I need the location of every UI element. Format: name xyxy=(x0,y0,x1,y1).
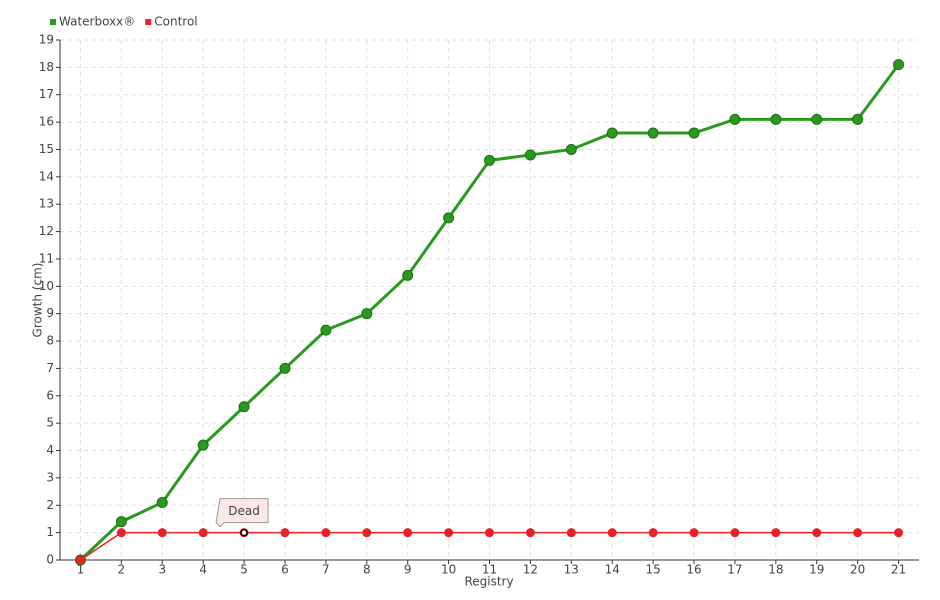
point xyxy=(485,528,494,538)
x-tick-label: 21 xyxy=(891,563,906,577)
point xyxy=(853,528,863,538)
y-tick-label: 16 xyxy=(39,115,54,129)
x-tick-label: 20 xyxy=(850,563,865,577)
point xyxy=(689,528,699,538)
x-tick-label: 4 xyxy=(199,563,207,577)
y-tick-label: 6 xyxy=(46,388,54,402)
annotation-text: Dead xyxy=(228,504,260,518)
point xyxy=(770,113,782,125)
point xyxy=(606,127,618,139)
legend-label[interactable]: Control xyxy=(154,15,197,29)
point xyxy=(444,528,454,538)
y-tick-label: 10 xyxy=(39,279,54,293)
x-tick-label: 6 xyxy=(281,563,289,577)
x-tick-label: 8 xyxy=(363,563,371,577)
y-tick-label: 15 xyxy=(39,142,54,156)
y-tick-label: 9 xyxy=(46,306,54,320)
x-tick-label: 11 xyxy=(482,563,497,577)
point xyxy=(156,497,168,509)
point xyxy=(729,113,741,125)
point xyxy=(893,59,905,71)
x-axis-label: Registry xyxy=(464,575,513,589)
point xyxy=(484,154,495,166)
point xyxy=(443,212,455,224)
y-tick-label: 1 xyxy=(46,525,54,539)
point xyxy=(157,528,167,538)
legend-swatch xyxy=(50,19,56,25)
x-tick-label: 12 xyxy=(523,563,538,577)
x-tick-label: 7 xyxy=(322,563,330,577)
point xyxy=(75,555,85,565)
x-tick-label: 3 xyxy=(158,563,166,577)
point xyxy=(403,528,413,538)
point xyxy=(198,528,208,538)
point xyxy=(852,113,864,125)
y-tick-label: 14 xyxy=(39,169,54,183)
y-tick-label: 19 xyxy=(39,33,54,47)
x-tick-label: 18 xyxy=(768,563,783,577)
x-tick-label: 19 xyxy=(809,563,824,577)
point xyxy=(525,528,535,538)
point xyxy=(115,516,127,528)
y-axis-label: Growth (cm) xyxy=(31,263,45,338)
point xyxy=(362,528,372,538)
point xyxy=(279,362,291,374)
point xyxy=(607,528,617,538)
legend-label[interactable]: Waterboxx® xyxy=(59,15,135,29)
point xyxy=(524,149,536,161)
point xyxy=(116,528,126,538)
annotated-point xyxy=(240,528,248,537)
x-tick-label: 15 xyxy=(645,563,660,577)
point xyxy=(565,143,577,155)
y-tick-label: 11 xyxy=(39,251,54,265)
x-tick-label: 16 xyxy=(686,563,701,577)
point xyxy=(402,269,414,281)
point xyxy=(320,324,332,336)
point xyxy=(321,528,331,538)
x-tick-label: 9 xyxy=(404,563,412,577)
point xyxy=(771,528,781,538)
x-tick-label: 13 xyxy=(564,563,579,577)
y-tick-label: 18 xyxy=(39,60,54,74)
y-tick-label: 7 xyxy=(46,361,54,375)
point xyxy=(280,528,290,538)
point xyxy=(894,528,904,538)
y-tick-label: 2 xyxy=(46,498,54,512)
x-tick-label: 1 xyxy=(77,563,85,577)
point xyxy=(238,401,250,413)
point xyxy=(566,528,576,538)
y-tick-label: 3 xyxy=(46,470,54,484)
y-tick-label: 12 xyxy=(39,224,54,238)
y-tick-label: 0 xyxy=(46,553,54,567)
annotation-box xyxy=(215,498,269,528)
y-tick-label: 8 xyxy=(46,334,54,348)
x-tick-label: 10 xyxy=(441,563,456,577)
x-tick-label: 14 xyxy=(605,563,620,577)
x-tick-label: 5 xyxy=(240,563,248,577)
y-tick-label: 13 xyxy=(39,197,54,211)
point xyxy=(688,127,700,139)
point xyxy=(730,528,740,538)
point xyxy=(361,308,373,320)
point xyxy=(812,528,822,538)
point xyxy=(197,439,209,451)
x-tick-label: 17 xyxy=(727,563,742,577)
point xyxy=(648,528,658,538)
x-tick-label: 2 xyxy=(118,563,126,577)
y-tick-label: 4 xyxy=(46,443,54,457)
point xyxy=(647,127,659,139)
legend-swatch xyxy=(145,19,152,25)
y-tick-label: 17 xyxy=(39,87,54,101)
y-tick-label: 5 xyxy=(46,416,54,430)
point xyxy=(811,113,823,125)
